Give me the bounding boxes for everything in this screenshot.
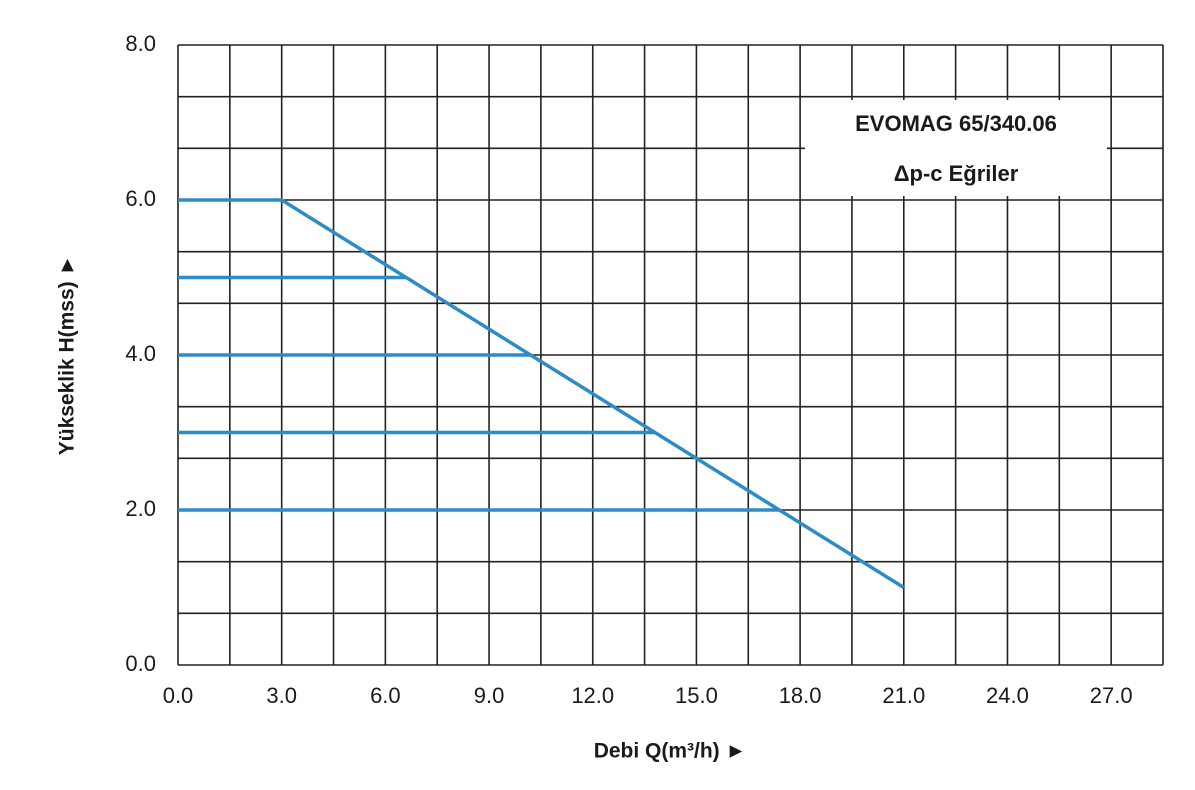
y-tick-label: 0.0 <box>125 651 156 676</box>
y-axis-label: Yükseklik H(mss) ► <box>56 255 79 456</box>
x-tick-label: 15.0 <box>675 683 718 708</box>
x-tick-label: 21.0 <box>882 683 925 708</box>
y-tick-label: 4.0 <box>125 341 156 366</box>
x-tick-label: 6.0 <box>370 683 401 708</box>
x-axis-label: Debi Q(m³/h) ► <box>594 740 747 763</box>
annotation-box <box>805 100 1107 196</box>
x-tick-label: 18.0 <box>779 683 822 708</box>
curve <box>178 198 905 589</box>
x-tick-label: 12.0 <box>571 683 614 708</box>
chart-title: EVOMAG 65/340.06 <box>855 111 1057 136</box>
x-tick-label: 27.0 <box>1090 683 1133 708</box>
y-tick-label: 6.0 <box>125 186 156 211</box>
y-tick-label: 2.0 <box>125 496 156 521</box>
chart-subtitle: Δp-c Eğriler <box>894 161 1019 186</box>
x-tick-label: 9.0 <box>474 683 505 708</box>
x-tick-label: 3.0 <box>266 683 297 708</box>
y-tick-label: 8.0 <box>125 31 156 56</box>
x-tick-label: 24.0 <box>986 683 1029 708</box>
x-tick-label: 0.0 <box>163 683 194 708</box>
